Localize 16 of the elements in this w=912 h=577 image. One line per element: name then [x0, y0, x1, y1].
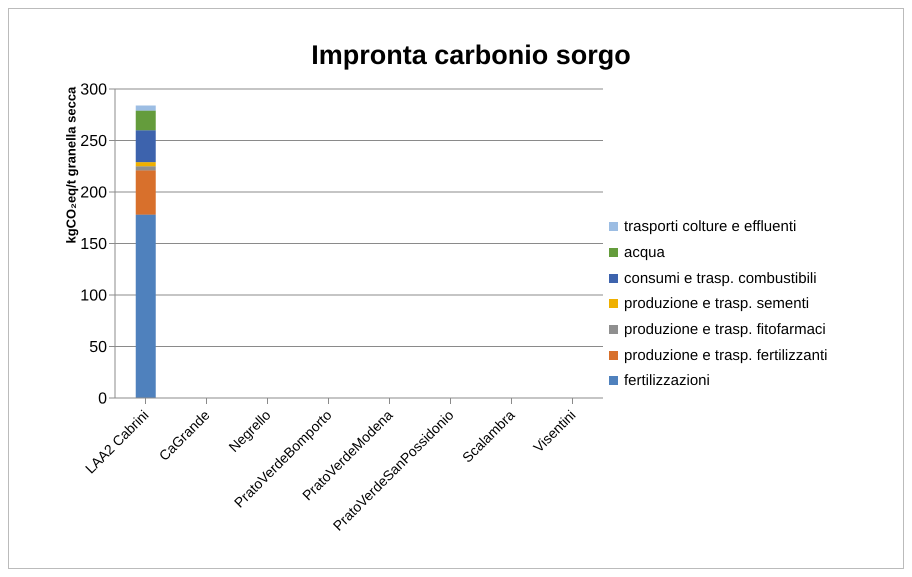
- legend-label: produzione e trasp. fitofarmaci: [624, 321, 826, 338]
- chart-title: Impronta carbonio sorgo: [311, 40, 631, 70]
- legend-label: produzione e trasp. fertilizzanti: [624, 346, 828, 364]
- y-tick-label: 100: [80, 288, 108, 305]
- legend-label: trasporti colture e effluenti: [624, 218, 796, 236]
- y-tick-label: 300: [80, 82, 108, 99]
- y-tick-label: 50: [89, 339, 108, 356]
- y-tick-label: 250: [80, 133, 108, 150]
- legend-label: fertilizzazioni: [624, 372, 710, 390]
- legend-label: produzione e trasp. sementi: [624, 295, 810, 312]
- y-tick-label: 0: [98, 390, 108, 408]
- y-tick-label: 200: [80, 184, 108, 202]
- y-axis-title: kgCO₂eq/t granella secca: [64, 86, 79, 244]
- y-tick-label: 150: [80, 236, 108, 254]
- legend-label: consumi e trasp. combustibili: [624, 270, 817, 287]
- legend-label: acqua: [624, 244, 665, 262]
